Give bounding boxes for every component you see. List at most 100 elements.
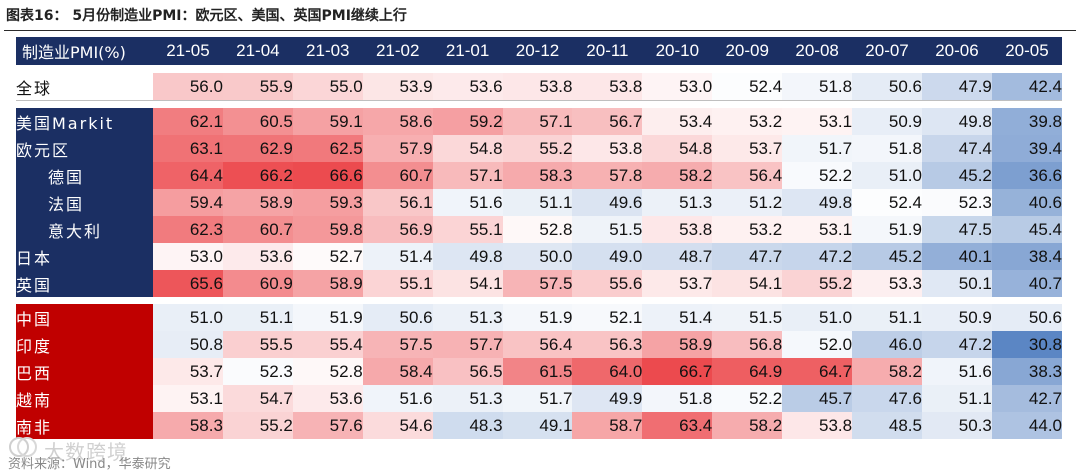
pmi-cell: 53.0 bbox=[642, 73, 713, 101]
row-label: 法国 bbox=[16, 189, 154, 216]
column-header: 20-05 bbox=[991, 37, 1062, 65]
pmi-cell: 48.3 bbox=[432, 412, 503, 439]
pmi-cell: 38.3 bbox=[991, 358, 1062, 385]
pmi-cell: 56.1 bbox=[362, 189, 433, 216]
pmi-cell: 59.2 bbox=[432, 108, 503, 135]
pmi-cell: 58.3 bbox=[502, 162, 573, 189]
pmi-cell: 36.6 bbox=[991, 162, 1062, 189]
row-spacer bbox=[16, 101, 1062, 108]
header-label: 制造业PMI(%) bbox=[16, 37, 154, 65]
table-row: 日本 53.0 53.6 52.7 51.4 49.8 50.0 49.0 48.7 47.7 47… bbox=[16, 243, 1062, 270]
pmi-cell: 53.6 bbox=[432, 73, 503, 101]
pmi-cell: 53.6 bbox=[292, 385, 363, 412]
pmi-cell: 45.2 bbox=[852, 243, 922, 270]
pmi-cell: 54.6 bbox=[362, 412, 433, 439]
pmi-cell: 51.4 bbox=[642, 304, 713, 331]
pmi-table: 制造业PMI(%) 21-05 21-04 21-03 21-02 21-01 20-12… bbox=[16, 37, 1062, 439]
pmi-cell: 59.4 bbox=[153, 189, 223, 216]
table-row: 欧元区 63.1 62.9 62.5 57.9 54.8 55.2 53.8 54.8 53.7 5… bbox=[16, 135, 1062, 162]
pmi-cell: 39.8 bbox=[991, 108, 1062, 135]
pmi-cell: 64.7 bbox=[782, 358, 853, 385]
pmi-cell: 42.7 bbox=[991, 385, 1062, 412]
pmi-cell: 58.7 bbox=[572, 412, 643, 439]
pmi-cell: 52.2 bbox=[712, 385, 783, 412]
pmi-cell: 60.7 bbox=[362, 162, 433, 189]
pmi-cell: 51.7 bbox=[782, 135, 853, 162]
pmi-cell: 47.7 bbox=[712, 243, 783, 270]
pmi-cell: 55.0 bbox=[292, 73, 363, 101]
pmi-cell: 52.1 bbox=[572, 304, 643, 331]
pmi-cell: 50.9 bbox=[852, 108, 922, 135]
pmi-cell: 51.2 bbox=[712, 189, 783, 216]
pmi-cell: 52.8 bbox=[292, 358, 363, 385]
table-row: 印度 50.8 55.5 55.4 57.5 57.7 56.4 56.3 58.9 56.8 52… bbox=[16, 331, 1062, 358]
pmi-cell: 53.1 bbox=[153, 385, 223, 412]
pmi-cell: 57.5 bbox=[362, 331, 433, 358]
pmi-cell: 64.0 bbox=[572, 358, 643, 385]
pmi-cell: 56.5 bbox=[432, 358, 503, 385]
row-label: 巴西 bbox=[16, 358, 154, 385]
table-row: 德国 64.4 66.2 66.6 60.7 57.1 58.3 57.8 58.2 56.4 52… bbox=[16, 162, 1062, 189]
watermark-text: 大数跨境 bbox=[44, 440, 128, 464]
header-row: 制造业PMI(%) 21-05 21-04 21-03 21-02 21-01 20-12… bbox=[16, 37, 1062, 65]
pmi-cell: 53.0 bbox=[153, 243, 223, 270]
pmi-cell: 52.8 bbox=[502, 216, 573, 243]
column-header: 20-12 bbox=[502, 37, 573, 65]
pmi-cell: 60.7 bbox=[222, 216, 293, 243]
column-header: 21-05 bbox=[153, 37, 223, 65]
pmi-cell: 38.4 bbox=[991, 243, 1062, 270]
pmi-cell: 49.9 bbox=[572, 385, 643, 412]
pmi-cell: 53.2 bbox=[712, 216, 783, 243]
pmi-cell: 56.9 bbox=[362, 216, 433, 243]
column-header: 20-09 bbox=[712, 37, 783, 65]
pmi-cell: 50.6 bbox=[362, 304, 433, 331]
pmi-cell: 58.2 bbox=[642, 162, 713, 189]
pmi-cell: 51.5 bbox=[712, 304, 783, 331]
pmi-cell: 51.5 bbox=[572, 216, 643, 243]
pmi-cell: 51.6 bbox=[362, 385, 433, 412]
pmi-cell: 51.0 bbox=[153, 304, 223, 331]
column-header: 21-03 bbox=[292, 37, 363, 65]
pmi-cell: 51.9 bbox=[852, 216, 922, 243]
pmi-cell: 50.1 bbox=[921, 270, 992, 297]
pmi-cell: 40.1 bbox=[921, 243, 992, 270]
pmi-cell: 53.7 bbox=[712, 135, 783, 162]
pmi-cell: 47.4 bbox=[921, 135, 992, 162]
pmi-cell: 58.9 bbox=[222, 189, 293, 216]
row-label: 美国Markit bbox=[16, 108, 154, 135]
pmi-cell: 51.6 bbox=[921, 358, 992, 385]
pmi-cell: 53.8 bbox=[572, 73, 643, 101]
pmi-cell: 59.8 bbox=[292, 216, 363, 243]
pmi-cell: 51.1 bbox=[502, 189, 573, 216]
pmi-cell: 64.4 bbox=[153, 162, 223, 189]
pmi-cell: 53.7 bbox=[642, 270, 713, 297]
pmi-cell: 51.9 bbox=[292, 304, 363, 331]
pmi-cell: 56.8 bbox=[712, 331, 783, 358]
column-header: 20-06 bbox=[921, 37, 992, 65]
pmi-cell: 58.2 bbox=[852, 358, 922, 385]
table-row: 巴西 53.7 52.3 52.8 58.4 56.5 61.5 64.0 66.7 64.9 64… bbox=[16, 358, 1062, 385]
pmi-cell: 47.2 bbox=[921, 331, 992, 358]
row-label: 德国 bbox=[16, 162, 154, 189]
pmi-cell: 59.3 bbox=[292, 189, 363, 216]
row-label: 越南 bbox=[16, 385, 154, 412]
pmi-cell: 52.7 bbox=[292, 243, 363, 270]
pmi-cell: 61.5 bbox=[502, 358, 573, 385]
pmi-cell: 60.5 bbox=[222, 108, 293, 135]
pmi-cell: 53.3 bbox=[852, 270, 922, 297]
pmi-cell: 53.2 bbox=[712, 108, 783, 135]
pmi-cell: 53.1 bbox=[782, 216, 853, 243]
pmi-cell: 58.2 bbox=[712, 412, 783, 439]
pmi-cell: 51.3 bbox=[642, 189, 713, 216]
pmi-cell: 51.8 bbox=[852, 135, 922, 162]
row-label: 印度 bbox=[16, 331, 154, 358]
pmi-cell: 58.3 bbox=[153, 412, 223, 439]
pmi-cell: 66.2 bbox=[222, 162, 293, 189]
pmi-cell: 46.0 bbox=[852, 331, 922, 358]
column-header: 20-10 bbox=[642, 37, 713, 65]
pmi-cell: 51.1 bbox=[852, 304, 922, 331]
pmi-cell: 51.0 bbox=[852, 162, 922, 189]
pmi-cell: 51.9 bbox=[502, 304, 573, 331]
table-row: 美国Markit 62.1 60.5 59.1 58.6 59.2 57.1 56.7 53.4… bbox=[16, 108, 1062, 135]
table-row: 南非 58.3 55.2 57.6 54.6 48.3 49.1 58.7 63.4 58.2 53… bbox=[16, 412, 1062, 439]
